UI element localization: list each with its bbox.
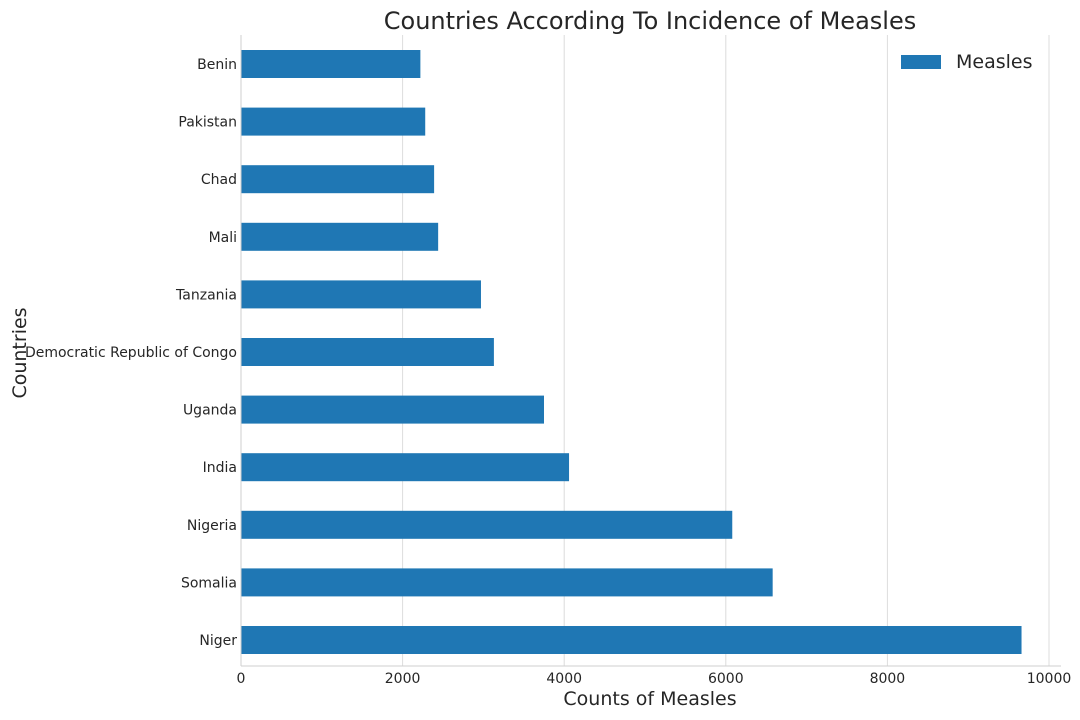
x-tick-label: 4000 [546, 671, 582, 687]
bar [241, 338, 494, 366]
bar [241, 222, 439, 251]
bar [241, 50, 421, 78]
bar [241, 510, 733, 539]
bar [241, 280, 481, 309]
legend-label: Measles [956, 51, 1033, 73]
x-tick-label: 2000 [385, 671, 421, 687]
bar [241, 453, 570, 482]
bar [241, 568, 773, 597]
x-tick-label: 10000 [1027, 671, 1072, 687]
chart-title: Countries According To Incidence of Meas… [384, 7, 916, 35]
gridlines [402, 35, 1050, 666]
y-tick-label: Pakistan [178, 115, 237, 131]
y-tick-label: Mali [209, 230, 237, 246]
y-tick-label: Uganda [183, 403, 237, 419]
bars [241, 50, 1022, 654]
y-tick-label: Chad [201, 172, 237, 188]
y-tick-label: Tanzania [175, 287, 237, 303]
bar [241, 107, 426, 136]
x-tick-label: 0 [237, 671, 246, 687]
axes [240, 35, 1061, 667]
y-tick-label: India [203, 460, 237, 476]
x-tick-label: 6000 [708, 671, 744, 687]
y-tick-label: Niger [199, 633, 237, 649]
bar [241, 395, 544, 424]
tick-labels: 0 2000 4000 6000 8000 10000 Niger Somalia Nigeri… [25, 57, 1071, 687]
bar [241, 626, 1022, 654]
x-axis-label: Counts of Measles [563, 688, 736, 710]
y-tick-label: Benin [197, 57, 237, 73]
x-tick-label: 8000 [870, 671, 906, 687]
bar [241, 165, 435, 194]
y-tick-label: Nigeria [187, 518, 237, 534]
legend-swatch [901, 55, 941, 69]
y-tick-label: Democratic Republic of Congo [25, 345, 237, 361]
y-tick-label: Somalia [181, 575, 237, 591]
y-axis-label: Countries [9, 307, 31, 398]
legend: Measles [901, 51, 1033, 73]
